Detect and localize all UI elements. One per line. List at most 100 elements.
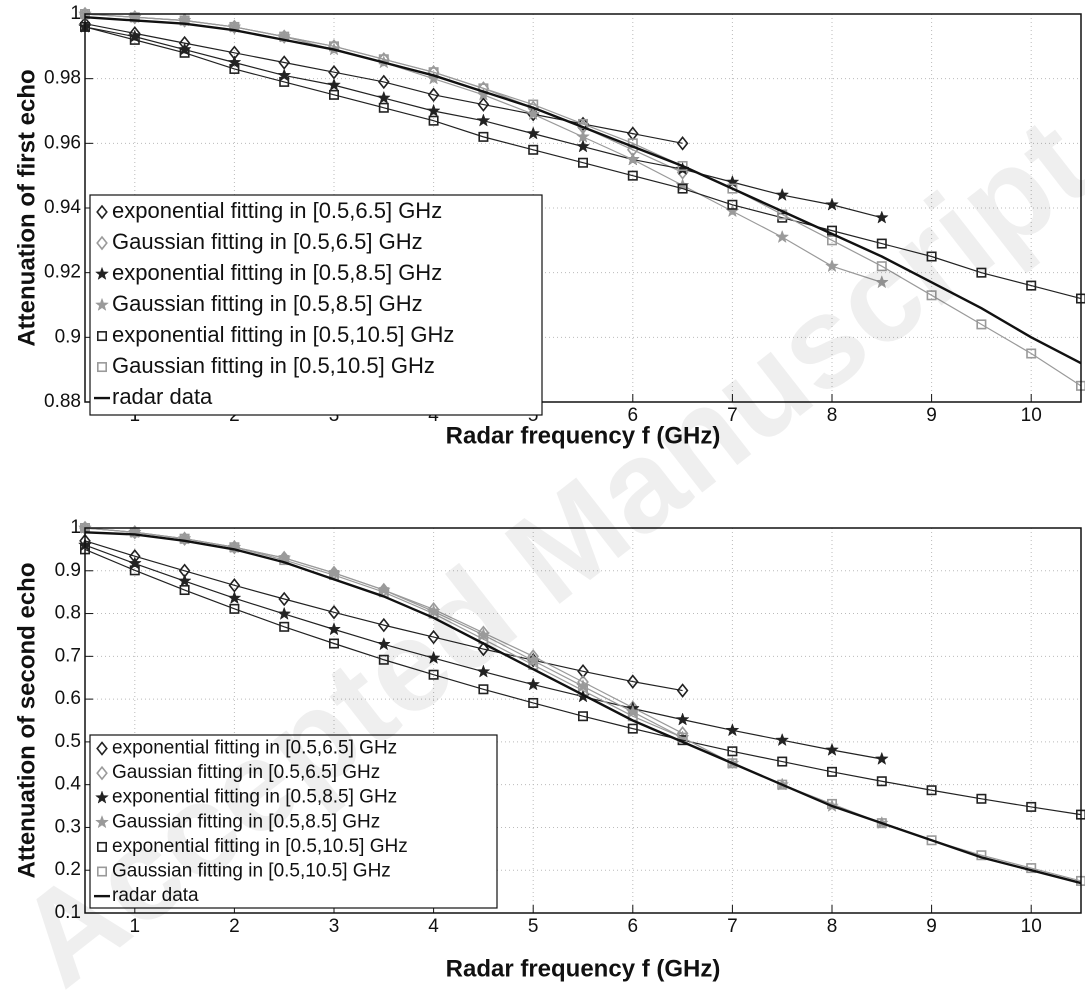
y-tick-label: 0.2 [55, 859, 81, 880]
legend-label: exponential fitting in [0.5,8.5] GHz [112, 787, 397, 808]
legend-label: Gaussian fitting in [0.5,10.5] GHz [112, 353, 435, 378]
data-point [627, 723, 638, 734]
data-point [876, 238, 887, 249]
data-point [278, 591, 291, 607]
y-tick-label: 0.88 [44, 391, 81, 412]
legend-label: radar data [112, 885, 199, 906]
data-point [426, 103, 441, 117]
data-point [177, 573, 192, 587]
y-tick-label: 0.96 [44, 132, 81, 153]
data-point [477, 97, 490, 112]
data-point [777, 756, 788, 767]
legend-marker [97, 331, 108, 342]
legend-marker [97, 362, 108, 373]
data-point [677, 183, 688, 194]
y-tick-label: 0.94 [44, 197, 81, 218]
data-point [727, 758, 738, 769]
data-point [229, 63, 240, 74]
data-point [1026, 348, 1037, 359]
x-tick-label: 1 [130, 916, 141, 937]
data-point [426, 650, 441, 664]
data-point [876, 261, 887, 272]
x-tick-label: 7 [727, 405, 738, 426]
data-point [526, 106, 541, 121]
x-tick-label: 9 [926, 405, 937, 426]
data-point [926, 785, 937, 796]
data-point [826, 235, 837, 246]
legend-marker [95, 266, 109, 280]
data-point [427, 87, 440, 103]
data-point [227, 590, 242, 605]
data-point [677, 160, 688, 171]
data-point [874, 751, 889, 765]
y-axis-label: Attenuation of second echo [13, 562, 40, 878]
legend-marker [95, 790, 109, 804]
data-point [129, 34, 140, 45]
data-point [727, 746, 738, 757]
data-point [376, 90, 391, 105]
data-point [1026, 280, 1037, 291]
legend-marker [97, 841, 108, 852]
x-tick-label: 10 [1021, 405, 1042, 426]
legend-box [89, 194, 543, 416]
legend-label: Gaussian fitting in [0.5,6.5] GHz [112, 229, 423, 254]
data-point [825, 197, 839, 211]
series-line [84, 540, 683, 692]
y-tick-label: 0.9 [55, 560, 81, 581]
data-point [825, 258, 839, 273]
data-point [229, 603, 240, 614]
legend-label: radar data [112, 384, 213, 409]
data-point [876, 776, 887, 787]
data-point [328, 89, 339, 100]
legend-label: Gaussian fitting in [0.5,8.5] GHz [112, 291, 423, 316]
data-point [676, 136, 689, 151]
data-point [476, 113, 491, 127]
y-tick-label: 0.92 [44, 262, 81, 283]
x-tick-label: 7 [727, 916, 738, 937]
data-point [926, 835, 937, 846]
data-point [478, 131, 489, 142]
x-axis-label: Radar frequency f (GHz) [446, 422, 721, 449]
data-point [129, 565, 140, 576]
data-point [327, 77, 341, 92]
axes-frame [84, 527, 1082, 914]
data-point [976, 267, 987, 278]
data-point [577, 711, 588, 722]
data-point [926, 251, 937, 262]
series-line [84, 548, 1082, 816]
legend-label: exponential fitting in [0.5,10.5] GHz [112, 836, 408, 857]
data-point [279, 76, 290, 87]
data-point [427, 601, 440, 617]
legend-marker [97, 866, 108, 877]
data-point [576, 129, 590, 143]
data-point [327, 622, 341, 636]
y-tick-label: 0.3 [55, 816, 81, 837]
y-tick-label: 0.7 [55, 645, 81, 666]
y-tick-label: 0.5 [55, 731, 81, 752]
data-point [526, 126, 541, 140]
data-point [825, 742, 839, 756]
data-point [476, 664, 491, 678]
x-tick-label: 5 [528, 916, 539, 937]
data-point [576, 139, 590, 153]
series-line [84, 16, 1082, 365]
x-tick-label: 8 [827, 405, 838, 426]
data-point [777, 779, 788, 790]
data-point [676, 683, 689, 698]
data-point [528, 144, 539, 155]
data-point [277, 606, 292, 620]
x-tick-label: 3 [329, 916, 340, 937]
x-tick-label: 2 [229, 916, 240, 937]
data-point [179, 533, 190, 544]
data-point [775, 229, 790, 244]
y-tick-label: 1 [70, 3, 81, 24]
y-tick-label: 0.98 [44, 68, 81, 89]
x-tick-label: 8 [827, 916, 838, 937]
legend-label: Gaussian fitting in [0.5,6.5] GHz [112, 762, 380, 783]
data-point [627, 170, 638, 181]
y-tick-label: 0.8 [55, 603, 81, 624]
legend-label: Gaussian fitting in [0.5,8.5] GHz [112, 811, 380, 832]
legend-marker [96, 765, 108, 781]
data-point [577, 664, 589, 679]
data-point [428, 115, 439, 126]
